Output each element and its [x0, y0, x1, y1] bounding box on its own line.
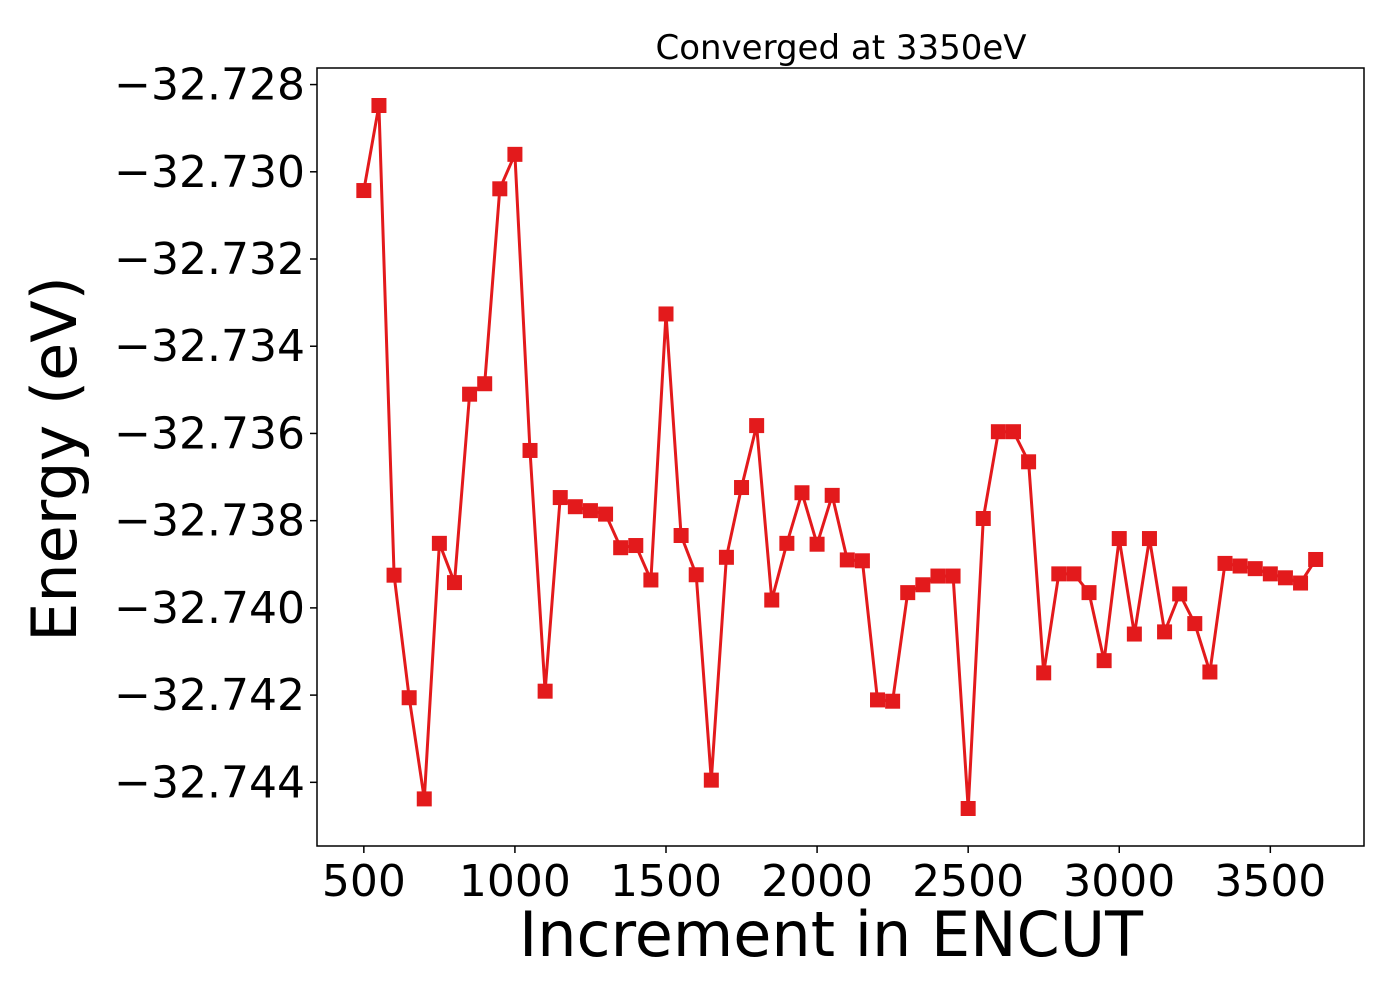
data-point: [900, 585, 916, 601]
plot-frame: [316, 67, 1365, 847]
data-point: [401, 690, 417, 706]
data-point: [416, 791, 432, 807]
data-point: [779, 535, 795, 551]
data-point: [794, 485, 810, 501]
data-point: [386, 567, 402, 583]
data-point: [492, 181, 508, 197]
x-axis-label: Increment in ENCUT: [519, 898, 1144, 971]
x-tick-label: 1000: [459, 856, 571, 907]
x-tick-label: 1500: [610, 856, 722, 907]
data-point: [1277, 570, 1293, 586]
data-point: [462, 386, 478, 402]
data-point: [552, 490, 568, 506]
data-point: [1036, 665, 1052, 681]
data-point: [1005, 424, 1021, 440]
data-point: [1157, 624, 1173, 640]
data-point: [446, 575, 462, 591]
data-point: [809, 536, 825, 552]
data-point: [1308, 551, 1324, 567]
data-point: [1172, 586, 1188, 602]
data-point: [718, 549, 734, 565]
y-tick-label: −32.728: [114, 60, 305, 111]
data-point: [507, 146, 523, 162]
data-point: [764, 592, 780, 608]
data-point: [628, 538, 644, 554]
data-point: [839, 552, 855, 568]
data-point: [975, 510, 991, 526]
data-point: [1202, 664, 1218, 680]
data-point: [1081, 585, 1097, 601]
data-point: [1187, 616, 1203, 632]
data-point: [990, 424, 1006, 440]
data-point: [356, 183, 372, 199]
series-line: [362, 104, 1317, 810]
x-tick-label: 2000: [761, 856, 873, 907]
data-point: [870, 692, 886, 708]
y-tick-label: −32.740: [114, 583, 305, 634]
data-point: [885, 693, 901, 709]
data-point: [1293, 575, 1309, 591]
data-point: [749, 418, 765, 434]
data-point: [1247, 561, 1263, 577]
data-point: [1111, 531, 1127, 547]
data-point: [703, 772, 719, 788]
y-tick-label: −32.732: [114, 234, 305, 285]
data-point: [1141, 531, 1157, 547]
data-point: [522, 442, 538, 458]
x-tick-label: 2500: [912, 856, 1024, 907]
data-point: [930, 568, 946, 584]
data-point: [1232, 558, 1248, 574]
x-tick-label: 3500: [1214, 856, 1326, 907]
x-tick-label: 500: [322, 856, 406, 907]
y-axis-label: Energy (eV): [18, 276, 91, 642]
data-point: [598, 506, 614, 522]
y-tick-label: −32.730: [114, 147, 305, 198]
data-point: [582, 503, 598, 519]
x-tick-label: 3000: [1063, 856, 1175, 907]
data-point: [537, 683, 553, 699]
data-point: [1217, 555, 1233, 571]
data-point: [643, 572, 659, 588]
data-point: [1021, 454, 1037, 470]
data-point: [945, 568, 961, 584]
chart-title: Converged at 3350eV: [655, 28, 1026, 68]
y-tick-label: −32.738: [114, 496, 305, 547]
data-point: [431, 535, 447, 551]
data-point: [567, 499, 583, 515]
y-tick-label: −32.734: [114, 321, 305, 372]
y-tick-label: −32.744: [114, 757, 305, 808]
data-point: [1262, 566, 1278, 582]
data-point: [734, 480, 750, 496]
data-point: [1066, 566, 1082, 582]
y-tick-label: −32.736: [114, 408, 305, 459]
data-point: [1096, 653, 1112, 669]
data-point: [1126, 626, 1142, 642]
data-point: [477, 376, 493, 392]
data-point: [960, 800, 976, 816]
data-point: [658, 306, 674, 322]
data-point: [613, 540, 629, 556]
data-point: [824, 487, 840, 503]
data-point: [1051, 566, 1067, 582]
data-point: [673, 527, 689, 543]
data-point: [371, 98, 387, 114]
data-point: [854, 553, 870, 569]
y-tick-label: −32.742: [114, 670, 305, 721]
data-point: [915, 577, 931, 593]
data-point: [688, 567, 704, 583]
